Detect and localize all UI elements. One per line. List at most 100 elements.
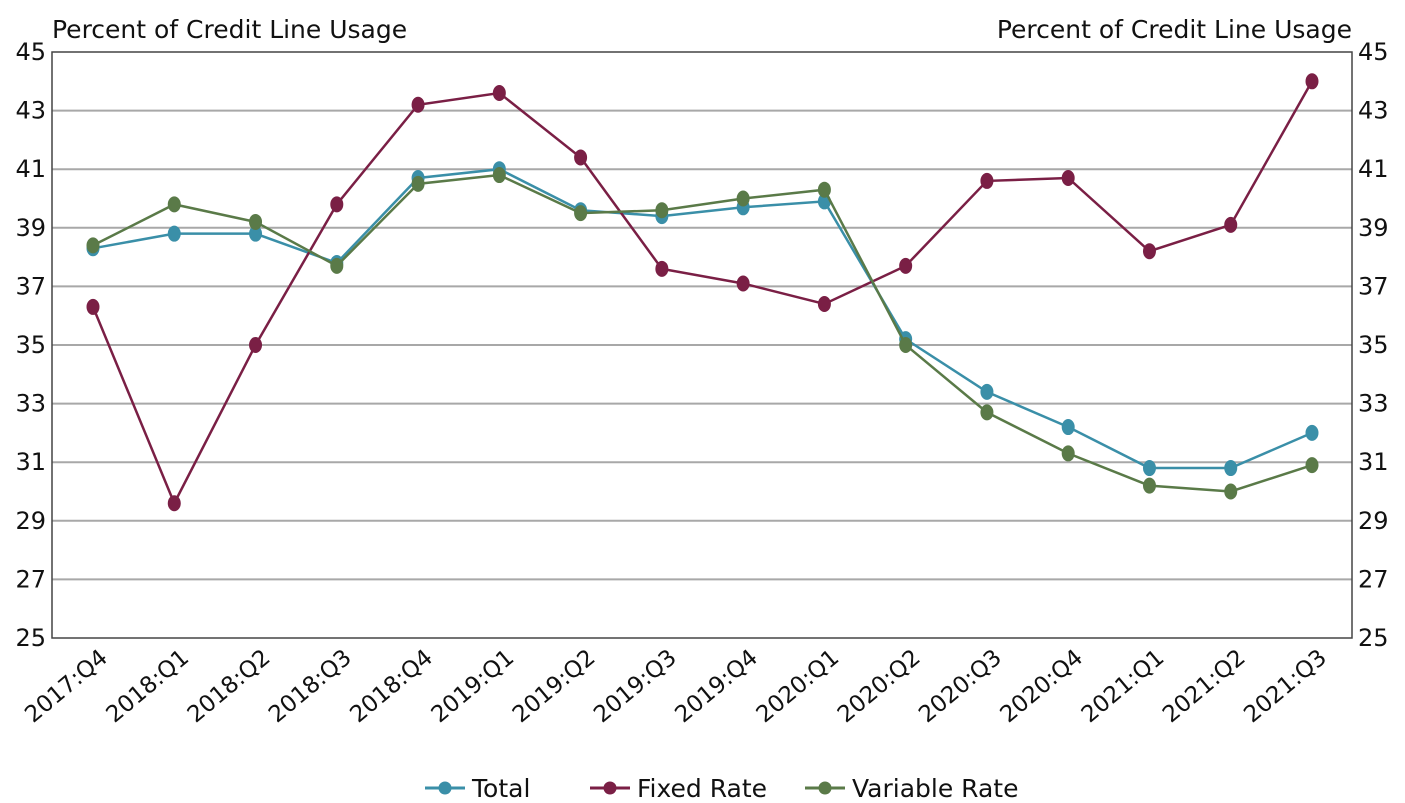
data-point-fixed-rate xyxy=(411,96,425,113)
y-tick-label-right: 25 xyxy=(1358,624,1389,652)
data-point-total xyxy=(980,383,994,400)
right-axis-title: Percent of Credit Line Usage xyxy=(997,15,1352,44)
plot-area-frame xyxy=(51,51,1353,639)
x-tick-label: 2017:Q4 xyxy=(20,645,113,729)
data-point-variable-rate xyxy=(86,237,100,254)
x-tick-label: 2019:Q1 xyxy=(427,645,520,729)
data-point-fixed-rate xyxy=(736,275,750,292)
x-tick-label: 2018:Q4 xyxy=(345,645,438,729)
right-y-axis: 25 27 29 31 33 35 37 39 41 43 45 xyxy=(1358,38,1389,652)
data-point-variable-rate xyxy=(817,181,831,198)
legend-item-total: Total xyxy=(425,774,530,803)
data-point-variable-rate xyxy=(899,337,913,353)
y-tick-label-left: 45 xyxy=(15,38,46,66)
y-tick-label-right: 31 xyxy=(1358,448,1389,476)
series-line-fixed-rate xyxy=(91,80,1314,507)
data-point-fixed-rate xyxy=(330,196,344,213)
legend-label-total: Total xyxy=(471,774,530,803)
y-tick-label-left: 35 xyxy=(15,331,46,359)
y-tick-label-left: 25 xyxy=(15,624,46,652)
series-variable-rate xyxy=(86,167,1319,500)
y-tick-label-right: 27 xyxy=(1358,565,1389,593)
y-tick-label-right: 35 xyxy=(1358,331,1389,359)
data-point-variable-rate xyxy=(492,167,506,184)
y-tick-label-left: 31 xyxy=(15,448,46,476)
data-point-fixed-rate xyxy=(249,337,263,353)
data-point-variable-rate xyxy=(167,196,181,213)
x-tick-label: 2021:Q2 xyxy=(1158,645,1251,729)
series-line-total xyxy=(92,167,1313,470)
data-point-variable-rate xyxy=(574,205,588,222)
legend-marker-variable-rate xyxy=(818,781,832,795)
data-point-total xyxy=(249,225,263,242)
data-point-variable-rate xyxy=(249,213,263,230)
data-point-fixed-rate xyxy=(1061,169,1075,186)
x-tick-label: 2020:Q4 xyxy=(995,645,1088,729)
x-tick-label: 2020:Q3 xyxy=(914,645,1007,729)
x-tick-label: 2020:Q2 xyxy=(833,645,926,729)
data-point-total xyxy=(167,225,181,242)
y-tick-label-left: 43 xyxy=(15,97,46,125)
x-tick-label: 2020:Q1 xyxy=(752,645,845,729)
legend-marker-total xyxy=(438,781,452,795)
y-tick-label-left: 41 xyxy=(15,155,46,183)
data-point-variable-rate xyxy=(980,404,994,421)
y-tick-label-left: 39 xyxy=(15,214,46,242)
data-point-fixed-rate xyxy=(817,295,831,312)
legend-label-variable-rate: Variable Rate xyxy=(852,774,1019,803)
x-tick-label: 2019:Q2 xyxy=(508,645,601,729)
legend-label-fixed-rate: Fixed Rate xyxy=(637,774,767,803)
x-tick-label: 2021:Q1 xyxy=(1077,645,1170,729)
series-lines xyxy=(86,73,1319,512)
y-tick-label-right: 45 xyxy=(1358,38,1389,66)
data-point-variable-rate xyxy=(655,202,669,219)
legend: Total Fixed Rate Variable Rate xyxy=(425,774,1019,803)
y-tick-label-left: 37 xyxy=(15,272,46,300)
data-point-fixed-rate xyxy=(1142,243,1156,260)
left-y-axis: 25 27 29 31 33 35 37 39 41 43 45 xyxy=(15,38,46,652)
y-tick-label-right: 37 xyxy=(1358,272,1389,300)
data-point-total xyxy=(1142,460,1156,477)
data-point-variable-rate xyxy=(1224,483,1238,500)
data-point-total xyxy=(1305,424,1319,441)
series-fixed-rate xyxy=(86,73,1319,512)
x-tick-label: 2018:Q3 xyxy=(264,645,357,729)
data-point-variable-rate xyxy=(1305,457,1319,474)
data-point-variable-rate xyxy=(1061,445,1075,462)
y-tick-label-right: 39 xyxy=(1358,214,1389,242)
data-point-variable-rate xyxy=(330,257,344,274)
x-tick-label: 2019:Q3 xyxy=(589,645,682,729)
y-tick-label-left: 33 xyxy=(15,390,46,418)
data-point-variable-rate xyxy=(736,190,750,207)
y-tick-label-right: 43 xyxy=(1358,97,1389,125)
series-line-variable-rate xyxy=(92,173,1313,493)
y-tick-label-left: 27 xyxy=(15,565,46,593)
data-point-fixed-rate xyxy=(167,495,181,512)
data-point-fixed-rate xyxy=(574,149,588,166)
y-tick-label-right: 33 xyxy=(1358,390,1389,418)
y-tick-label-left: 29 xyxy=(15,507,46,535)
data-point-total xyxy=(1224,460,1238,477)
gridlines xyxy=(52,109,1352,581)
left-axis-title: Percent of Credit Line Usage xyxy=(52,15,407,44)
data-point-fixed-rate xyxy=(86,298,100,315)
x-tick-label: 2018:Q2 xyxy=(183,645,276,729)
x-tick-label: 2018:Q1 xyxy=(102,645,195,729)
data-point-fixed-rate xyxy=(655,260,669,277)
data-point-variable-rate xyxy=(411,175,425,192)
legend-marker-fixed-rate xyxy=(603,781,617,795)
data-point-variable-rate xyxy=(1142,477,1156,494)
legend-item-variable-rate: Variable Rate xyxy=(805,774,1019,803)
y-tick-label-right: 41 xyxy=(1358,155,1389,183)
data-point-fixed-rate xyxy=(899,257,913,274)
data-point-fixed-rate xyxy=(980,172,994,189)
x-axis: 2017:Q42018:Q12018:Q22018:Q32018:Q42019:… xyxy=(20,645,1332,729)
data-point-fixed-rate xyxy=(492,85,506,102)
data-point-fixed-rate xyxy=(1224,216,1238,233)
data-point-fixed-rate xyxy=(1305,73,1319,90)
legend-item-fixed-rate: Fixed Rate xyxy=(590,774,767,803)
data-point-total xyxy=(1061,419,1075,436)
x-tick-label: 2019:Q4 xyxy=(670,645,763,729)
